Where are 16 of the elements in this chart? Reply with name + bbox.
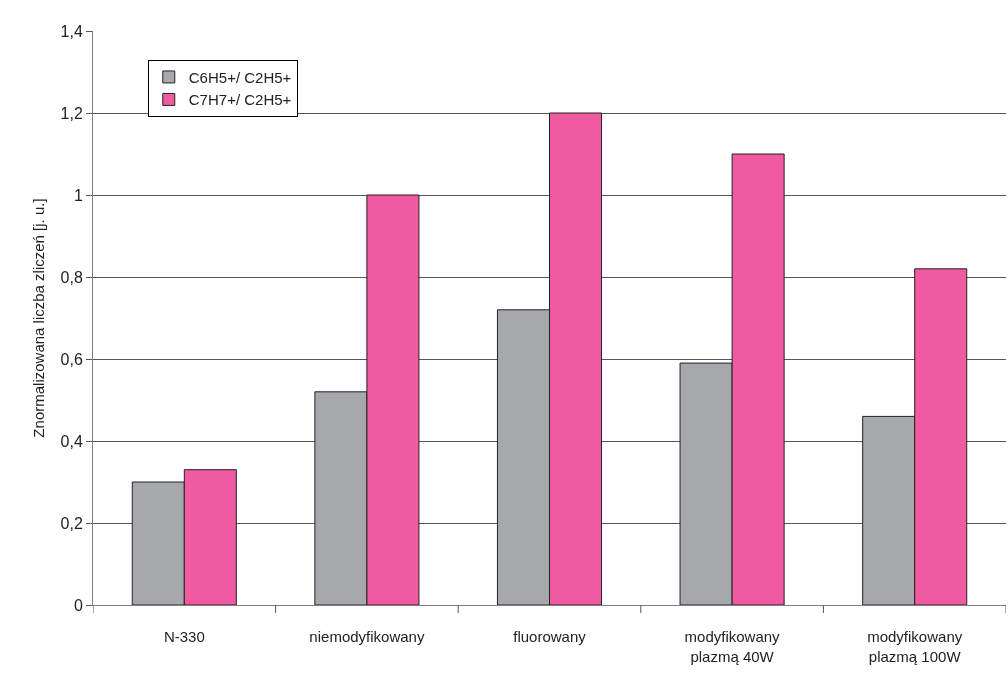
legend-label: C6H5+/ C2H5+ [188, 68, 292, 86]
x-tick-label: fluorowany [513, 628, 587, 645]
y-tick-label: 1,4 [60, 22, 83, 40]
y-tick-label: 0 [73, 596, 83, 614]
y-tick-label: 0,8 [60, 268, 83, 286]
y-tick-label: 1,2 [60, 104, 83, 122]
y-tick-label: 0,6 [60, 350, 83, 368]
x-tick-label: modyfikowany plazmą 100W [867, 628, 963, 665]
y-tick-label: 0,2 [60, 514, 83, 532]
x-tick-label: niemodyfikowany [309, 628, 425, 645]
x-tick-label: N-330 [163, 628, 205, 645]
x-tick-label: modyfikowany plazmą 40W [684, 628, 781, 665]
legend-label: C7H7+/ C2H5+ [188, 91, 292, 109]
y-tick-label: 0,4 [60, 432, 83, 450]
y-tick-label: 1 [73, 186, 83, 204]
y-axis-title: Znormalizowana liczba zliczeń [j. u.] [29, 198, 47, 438]
